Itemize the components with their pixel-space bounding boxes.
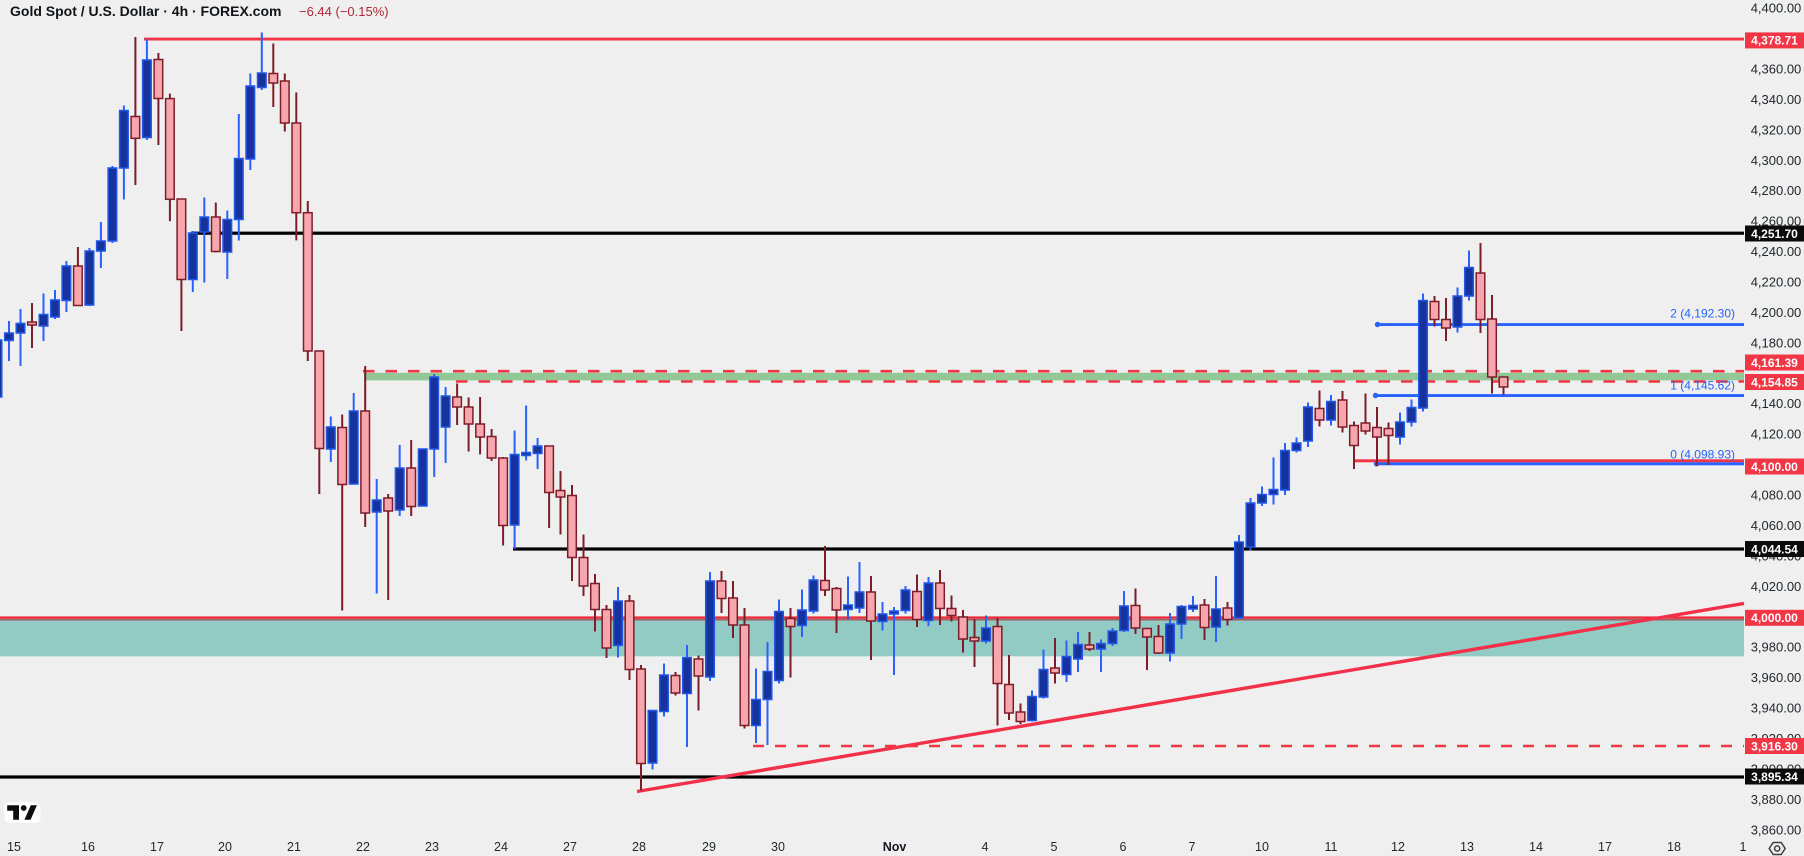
- svg-text:−6.44 (−0.15%): −6.44 (−0.15%): [299, 4, 389, 19]
- svg-text:15: 15: [7, 840, 21, 854]
- svg-text:2 (4,192.30): 2 (4,192.30): [1670, 307, 1735, 321]
- svg-text:4,251.70: 4,251.70: [1751, 227, 1798, 241]
- svg-text:5: 5: [1051, 840, 1058, 854]
- svg-text:18: 18: [1667, 840, 1681, 854]
- svg-text:7: 7: [1189, 840, 1196, 854]
- svg-text:4,260.00: 4,260.00: [1751, 214, 1802, 229]
- svg-text:21: 21: [287, 840, 301, 854]
- svg-text:14: 14: [1529, 840, 1543, 854]
- svg-text:3,980.00: 3,980.00: [1751, 640, 1802, 655]
- svg-text:6: 6: [1120, 840, 1127, 854]
- svg-text:0 (4,098.93): 0 (4,098.93): [1670, 448, 1735, 462]
- svg-text:30: 30: [771, 840, 785, 854]
- svg-text:4,378.71: 4,378.71: [1751, 34, 1798, 48]
- svg-text:29: 29: [702, 840, 716, 854]
- svg-text:Nov: Nov: [883, 840, 907, 854]
- svg-text:4,000.00: 4,000.00: [1751, 611, 1798, 625]
- svg-text:4,020.00: 4,020.00: [1751, 579, 1802, 594]
- svg-text:4,060.00: 4,060.00: [1751, 518, 1802, 533]
- svg-text:20: 20: [218, 840, 232, 854]
- svg-text:4,080.00: 4,080.00: [1751, 488, 1802, 503]
- svg-text:1 (4,145.62): 1 (4,145.62): [1670, 378, 1735, 392]
- svg-text:1: 1: [1740, 840, 1747, 854]
- svg-text:Gold Spot / U.S. Dollar · 4h ·: Gold Spot / U.S. Dollar · 4h · FOREX.com: [10, 3, 281, 19]
- svg-text:4,340.00: 4,340.00: [1751, 92, 1802, 107]
- svg-text:4,180.00: 4,180.00: [1751, 335, 1802, 350]
- svg-text:3,895.34: 3,895.34: [1751, 770, 1798, 784]
- svg-text:4,220.00: 4,220.00: [1751, 275, 1802, 290]
- svg-text:4,154.85: 4,154.85: [1751, 375, 1798, 389]
- svg-text:4: 4: [982, 840, 989, 854]
- svg-text:4,100.00: 4,100.00: [1751, 460, 1798, 474]
- svg-text:10: 10: [1255, 840, 1269, 854]
- svg-text:4,280.00: 4,280.00: [1751, 183, 1802, 198]
- svg-text:22: 22: [356, 840, 370, 854]
- svg-text:11: 11: [1325, 840, 1338, 854]
- svg-text:4,320.00: 4,320.00: [1751, 122, 1802, 137]
- svg-text:4,140.00: 4,140.00: [1751, 396, 1802, 411]
- svg-text:23: 23: [425, 840, 439, 854]
- svg-text:16: 16: [81, 840, 95, 854]
- svg-text:4,200.00: 4,200.00: [1751, 305, 1802, 320]
- svg-text:3,960.00: 3,960.00: [1751, 670, 1802, 685]
- svg-text:4,360.00: 4,360.00: [1751, 62, 1802, 77]
- svg-text:4,400.00: 4,400.00: [1751, 1, 1802, 16]
- svg-text:4,120.00: 4,120.00: [1751, 427, 1802, 442]
- svg-text:27: 27: [563, 840, 577, 854]
- svg-text:4,240.00: 4,240.00: [1751, 244, 1802, 259]
- svg-text:17: 17: [150, 840, 164, 854]
- svg-text:12: 12: [1391, 840, 1405, 854]
- svg-text:3,860.00: 3,860.00: [1751, 822, 1802, 837]
- svg-text:3,880.00: 3,880.00: [1751, 792, 1802, 807]
- svg-text:3,916.30: 3,916.30: [1751, 739, 1798, 753]
- svg-text:4,300.00: 4,300.00: [1751, 153, 1802, 168]
- svg-text:4,044.54: 4,044.54: [1751, 542, 1798, 556]
- svg-text:28: 28: [632, 840, 646, 854]
- svg-text:13: 13: [1460, 840, 1474, 854]
- svg-text:17: 17: [1598, 840, 1612, 854]
- svg-text:4,161.39: 4,161.39: [1751, 356, 1798, 370]
- svg-text:3,940.00: 3,940.00: [1751, 701, 1802, 716]
- svg-text:24: 24: [494, 840, 508, 854]
